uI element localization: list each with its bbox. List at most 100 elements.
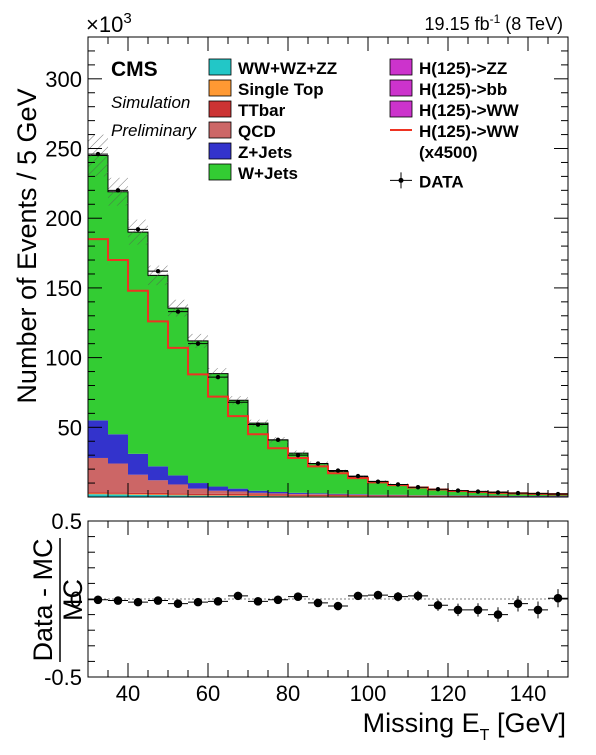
ratio-point [214,597,223,606]
stack-bar [308,464,328,494]
stack-bar [388,495,408,496]
stack-bar [108,434,128,463]
legend-swatch [209,122,231,138]
uncertainty-box [148,266,168,286]
ratio-point [414,592,423,601]
simulation-label: Simulation [111,93,190,112]
stack-bar [168,495,188,496]
legend-marker-dot [399,178,404,183]
stack-bar [88,458,108,492]
stack-bar [208,487,228,491]
ratio-point [274,595,283,604]
stack-bar [268,493,288,494]
luminosity-label: 19.15 fb-1 (8 TeV) [425,12,563,34]
x-tick-label: 40 [116,681,140,706]
stack-bar [88,492,108,493]
legend-swatch [209,164,231,180]
stack-bar [108,494,128,495]
data-point [236,400,240,404]
ratio-point [314,599,323,608]
stack-bar [328,494,348,495]
x-tick-label: 60 [196,681,220,706]
legend-swatch [390,80,412,96]
uncertainty-box [128,220,148,245]
ratio-point [114,596,123,605]
data-point [336,468,340,472]
legend-label: WW+WZ+ZZ [238,59,337,78]
y-tick-label: 250 [45,137,82,162]
data-point [116,188,120,192]
stack-bar [208,495,228,496]
stack-bar [188,495,208,496]
preliminary-label: Preliminary [111,121,198,140]
y-tick-label: 100 [45,346,82,371]
stack-bar [288,495,308,496]
legend-label: H(125)->bb [419,80,507,99]
stack-bar [248,423,268,491]
stack-bar [268,492,288,493]
legend-swatch [209,80,231,96]
data-point [516,491,520,495]
x-tick-label: 100 [350,681,387,706]
legend-swatch [390,59,412,75]
data-point [136,227,140,231]
stack-bar [228,491,248,494]
data-point [396,482,400,486]
y-tick-label: 150 [45,276,82,301]
stack-bar [348,477,368,494]
stack-bar [328,471,348,493]
stack-bar [128,232,148,454]
svg-text:Data - MC: Data - MC [28,538,58,661]
data-point [416,485,420,489]
stack-bar [168,484,188,493]
data-point [456,488,460,492]
stack-bar [168,308,188,475]
stack-w-jets [88,155,568,496]
stack-bar [128,494,148,495]
ratio-y-tick-label: -0.5 [44,665,82,690]
svg-text:×103: ×103 [86,10,132,37]
y-tick-label: 50 [58,415,82,440]
ratio-point [514,599,523,608]
data-point [356,474,360,478]
svg-text:19.15 fb-1 (8 TeV): 19.15 fb-1 (8 TeV) [425,12,563,34]
ratio-point [554,594,563,603]
ratio-point [294,592,303,601]
legend-swatch [209,143,231,159]
legend-swatch [390,101,412,117]
stack-bar [188,341,208,483]
stack-bar [308,493,328,494]
data-point [176,309,180,313]
legend-label: Z+Jets [238,143,292,162]
stack-bar [88,420,108,458]
svg-text:MC: MC [58,579,88,621]
ratio-point [254,597,263,606]
stack-bar [108,492,128,493]
stack-bar [248,491,268,493]
stack-bar [188,494,208,495]
stack-bar [108,464,128,493]
ratio-point [434,601,443,610]
legend-label: Single Top [238,80,324,99]
ratio-point [194,598,203,607]
data-point [296,453,300,457]
y-tick-label: 300 [45,67,82,92]
ratio-y-tick-label: 0.5 [51,509,82,534]
stack-bar [148,494,168,495]
y-multiplier: ×103 [86,10,132,37]
data-point [536,491,540,495]
stack-bar [148,275,168,466]
ratio-point [374,591,383,600]
stack-bar [228,400,248,488]
stack-bar [128,454,148,475]
stack-bar [168,493,188,494]
stack-bar [228,494,248,495]
uncertainty-box [168,300,188,317]
x-tick-label: 120 [430,681,467,706]
ratio-y-axis-title: Data - MC MC [28,538,88,662]
stack-bar [128,475,148,493]
stack-bar [248,493,268,494]
ratio-point [234,592,243,601]
